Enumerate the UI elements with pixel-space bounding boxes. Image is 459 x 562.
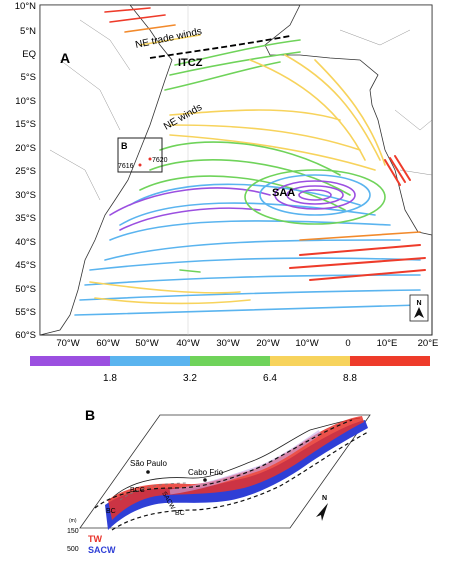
svg-text:N: N [322, 495, 327, 502]
lat-label: 40°S [15, 237, 36, 248]
landmasses [39, 4, 433, 336]
colorbar-tick-label: 1.8 [103, 373, 117, 384]
lat-label: 10°S [15, 96, 36, 107]
lat-label: 5°N [20, 26, 36, 37]
lon-label: 20°W [256, 338, 279, 349]
lat-label: 5°S [21, 72, 36, 83]
lat-label: 60°S [15, 330, 36, 341]
bc-label: BC [175, 510, 185, 517]
panel-b-label: B [85, 407, 95, 423]
lat-label: 10°N [15, 1, 36, 12]
dashed-current-line [111, 431, 369, 531]
lon-label: 20°E [418, 338, 439, 349]
colorbar-tick-label: 3.2 [183, 373, 197, 384]
lat-label: 45°S [15, 260, 36, 271]
svg-text:N: N [416, 300, 421, 307]
colorbar-segment [30, 356, 110, 366]
lat-label: 50°S [15, 284, 36, 295]
colorbar-segment [110, 356, 190, 366]
station-label-7620: 7620 [152, 157, 168, 164]
legend-sacw: SACW [88, 545, 116, 555]
lat-label: 55°S [15, 307, 36, 318]
bcc-label: BCC [130, 487, 145, 494]
lon-label: 0 [345, 338, 350, 349]
lat-label: 20°S [15, 143, 36, 154]
itcz-label: ITCZ [178, 57, 203, 69]
lon-label: 10°W [295, 338, 318, 349]
depth-label: 150 [67, 528, 79, 535]
sacw-body [105, 420, 368, 530]
dashed-current-line [119, 482, 189, 501]
lat-label: EQ [22, 49, 36, 60]
lon-label: 60°W [96, 338, 119, 349]
itcz-line [149, 35, 291, 59]
lat-label: 30°S [15, 190, 36, 201]
colorbar-segment [190, 356, 270, 366]
cabo-frio-marker [203, 478, 207, 482]
lon-label: 50°W [135, 338, 158, 349]
station-label-7616: 7616 [118, 163, 134, 170]
colorbar-segment [270, 356, 350, 366]
lat-label: 15°S [15, 119, 36, 130]
inset-box-b [117, 137, 163, 173]
station-marker-7616 [138, 163, 142, 167]
lat-label: 35°S [15, 213, 36, 224]
wind-speed-colorbar: 1.8 3.2 6.4 8.8 [30, 356, 430, 384]
legend-tw: TW [88, 534, 102, 544]
depth-unit-label: (m) [69, 518, 77, 524]
cabo-frio-label: Cabo Frio [188, 468, 224, 477]
saa-label: SAA [272, 187, 295, 199]
station-marker-7620 [148, 157, 152, 161]
bc-label: BC [106, 508, 116, 515]
colorbar-segment [350, 356, 430, 366]
longitude-axis: 70°W 60°W 50°W 40°W 30°W 20°W 10°W 0 10°… [56, 338, 438, 349]
north-arrow-b-icon: N [316, 495, 328, 521]
south-america-land [39, 4, 173, 336]
panel-a-map: B 7620 7616 A NE trade winds ITCZ NE win… [15, 1, 439, 349]
latitude-axis: 10°N 5°N EQ 5°S 10°S 15°S 20°S 25°S 30°S… [15, 1, 36, 341]
north-arrow-icon: N [409, 294, 429, 322]
sao-paulo-marker [146, 470, 150, 474]
lon-label: 70°W [56, 338, 79, 349]
lon-label: 30°W [216, 338, 239, 349]
depth-label: 500 [67, 546, 79, 553]
sao-paulo-label: São Paulo [130, 459, 167, 468]
panel-b-diagram: B São Paulo Cabo Frio BCC SACW BC BC (m)… [67, 407, 371, 555]
lon-label: 40°W [176, 338, 199, 349]
coastline [109, 417, 361, 501]
inset-box-b-label: B [121, 141, 128, 151]
wind-streamlines [74, 7, 426, 316]
lon-label: 10°E [377, 338, 398, 349]
colorbar-tick-label: 6.4 [263, 373, 277, 384]
country-borders [49, 19, 433, 201]
lat-label: 25°S [15, 166, 36, 177]
panel-a-label: A [60, 50, 70, 66]
dashed-current-line [94, 419, 353, 509]
colorbar-tick-label: 8.8 [343, 373, 357, 384]
